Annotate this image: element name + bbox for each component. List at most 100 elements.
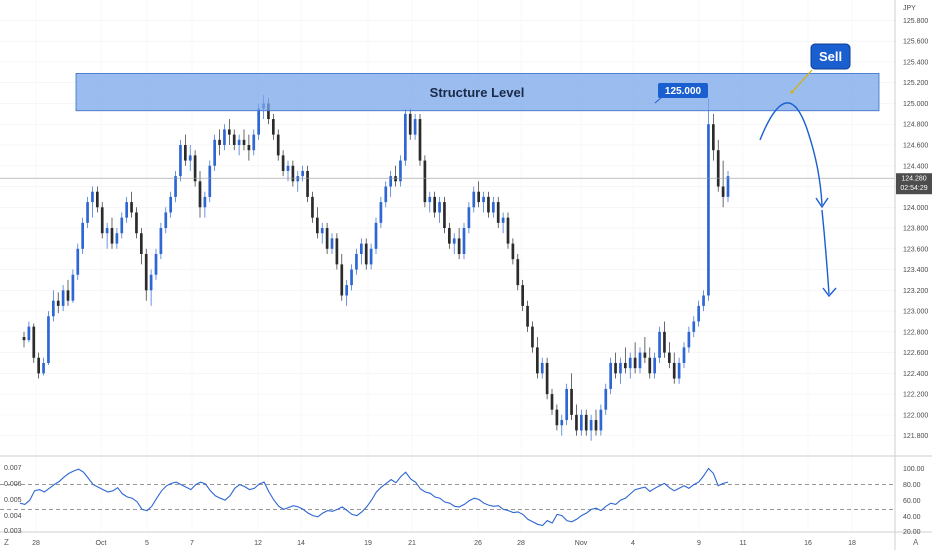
candle-body — [169, 196, 173, 213]
candle-body — [364, 243, 368, 265]
oscillator-left-tick: 0.006 — [4, 481, 22, 488]
candle-body — [521, 285, 525, 306]
candle-body — [350, 269, 353, 286]
candle-body — [281, 155, 285, 171]
candle-body — [335, 238, 339, 265]
candle-body — [213, 139, 217, 166]
candle-body — [223, 129, 226, 146]
time-tick-label: 7 — [190, 540, 194, 547]
price-tick-label: 121.800 — [903, 433, 928, 440]
candle-body — [95, 191, 99, 208]
candle-body — [433, 196, 437, 213]
projection-arrowhead-2 — [822, 287, 837, 298]
candle-body — [487, 196, 490, 213]
candle-body — [105, 228, 109, 234]
price-tick-label: 124.000 — [903, 205, 928, 212]
candle-body — [227, 129, 231, 135]
time-tick-label: 26 — [474, 540, 482, 547]
candle-body — [394, 176, 397, 182]
price-tick-label: 124.800 — [903, 122, 928, 129]
candle-body — [579, 414, 583, 431]
projection-arrowhead-1 — [815, 197, 829, 209]
candle-body — [325, 228, 329, 249]
candle-body — [477, 191, 481, 203]
oscillator-left-tick: 0.004 — [4, 513, 22, 520]
price-tick-label: 124.600 — [903, 143, 928, 150]
price-tick-label: 125.800 — [903, 18, 928, 25]
candle-body — [555, 409, 559, 426]
candle-body — [677, 362, 681, 379]
candle-body — [130, 202, 133, 213]
candle-body — [22, 337, 26, 341]
price-axis[interactable]: 125.800 125.600 125.400 125.200 125.000 124.8… — [903, 18, 928, 440]
price-tick-label: 123.400 — [903, 267, 928, 274]
candle-body — [203, 196, 207, 208]
candle-body — [32, 326, 36, 358]
time-tick-label: 28 — [517, 540, 525, 547]
price-tick-label: 123.800 — [903, 226, 928, 233]
candle-body — [687, 331, 691, 348]
candle-body — [267, 103, 270, 120]
candle-body — [149, 274, 153, 291]
current-price-tag: 124.280 02:54:29 — [896, 173, 932, 195]
sell-callout[interactable]: Sell — [790, 43, 851, 94]
zoom-z-icon[interactable]: Z — [4, 538, 9, 547]
time-tick-label: 21 — [408, 540, 416, 547]
candle-body — [315, 217, 319, 234]
price-callout-box — [658, 83, 708, 98]
candle-body — [232, 134, 236, 146]
candle-body — [154, 253, 158, 275]
candle-body — [516, 259, 520, 286]
candle-body — [355, 253, 358, 270]
candle-body — [389, 176, 393, 187]
candle-body — [501, 217, 505, 223]
candle-body — [697, 305, 701, 322]
candle-body — [565, 388, 569, 421]
candle-body — [301, 170, 305, 177]
candle-body — [570, 388, 573, 415]
candle-body — [604, 388, 608, 410]
candle-body — [594, 420, 598, 431]
candle-body — [135, 212, 138, 234]
oscillator-line — [19, 467, 729, 527]
time-axis[interactable]: 28 Oct 5 7 12 14 19 21 26 28 Nov 4 9 11 16 18 — [32, 540, 856, 547]
candle-body — [252, 134, 256, 151]
candle-body — [208, 165, 212, 197]
price-tick-label: 125.600 — [903, 39, 928, 46]
candle-body — [306, 170, 309, 197]
auto-scale-a-icon[interactable]: A — [913, 538, 919, 547]
candle-body — [423, 160, 427, 203]
candle-body — [633, 357, 637, 369]
candle-body — [623, 362, 627, 369]
time-tick-label: 4 — [631, 540, 635, 547]
candle-body — [144, 253, 148, 291]
candle-body — [711, 124, 715, 151]
candle-body — [193, 155, 197, 182]
candle-body — [692, 321, 696, 332]
price-callout[interactable]: 125.000 — [654, 83, 708, 104]
sell-callout-anchor — [790, 90, 794, 94]
candle-body — [359, 243, 363, 254]
sell-callout-pointer — [791, 69, 813, 93]
candle-body — [545, 362, 549, 395]
candle-body — [242, 139, 246, 146]
candle-body — [447, 228, 451, 244]
price-tick-label: 122.800 — [903, 329, 928, 336]
oscillator-right-tick: 20.00 — [903, 529, 921, 536]
candle-body — [76, 248, 80, 275]
candle-body — [535, 347, 539, 374]
candle-body — [550, 394, 554, 410]
candle-body — [291, 165, 295, 182]
grid-lines — [0, 0, 895, 532]
time-tick-label: 5 — [145, 540, 149, 547]
oscillator-right-tick: 60.00 — [903, 498, 921, 505]
structure-level-zone[interactable] — [75, 72, 880, 112]
candle-body — [609, 362, 613, 389]
candle-body — [247, 145, 251, 151]
candle-body — [100, 207, 104, 234]
price-tick-label: 122.000 — [903, 412, 928, 419]
candle-body — [139, 233, 143, 254]
candle-body — [658, 331, 661, 358]
candle-body — [438, 202, 441, 213]
